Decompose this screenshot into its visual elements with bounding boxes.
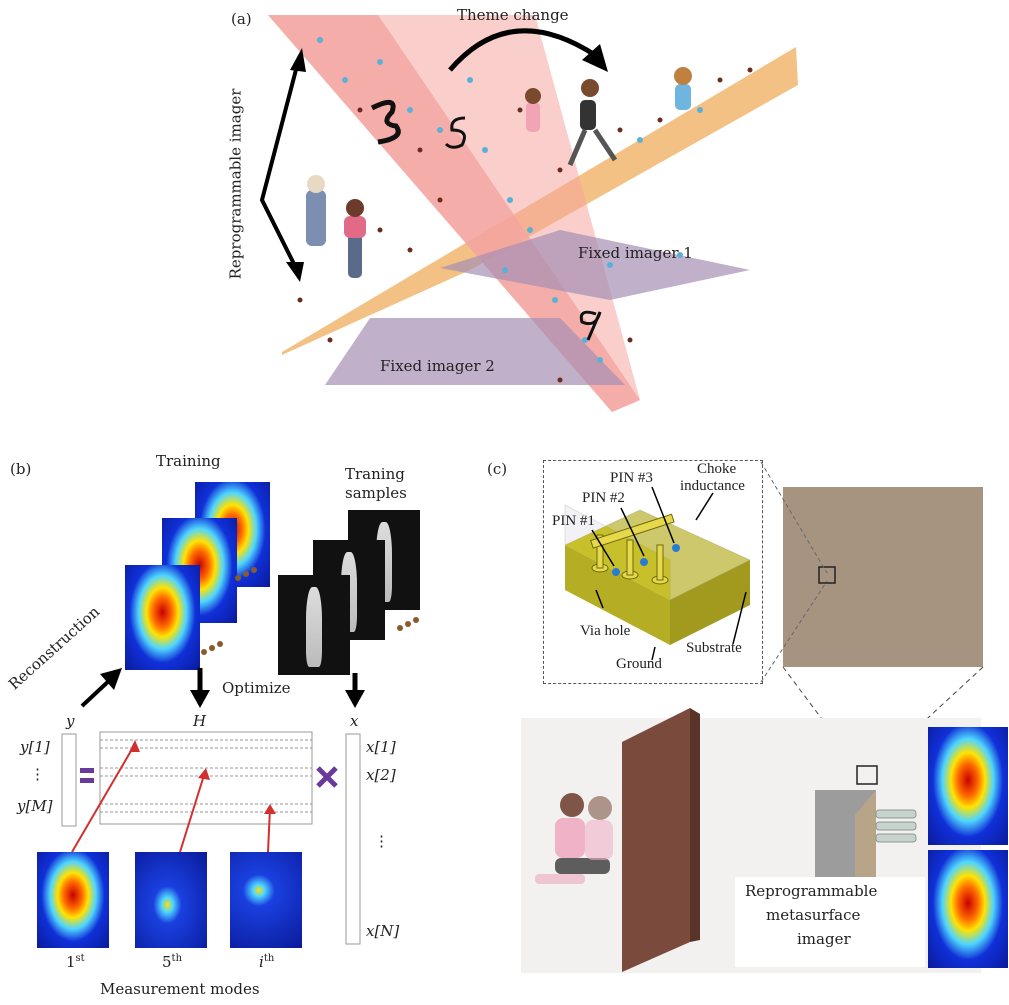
reprog-caption-2: metasurface: [766, 906, 861, 924]
training-sample-1: [278, 575, 350, 675]
training-heatmap-1: [125, 565, 200, 670]
fixed-imager-1-plane: [440, 230, 750, 300]
board-highlight: [818, 566, 836, 584]
y-item-dots: ⋮: [30, 765, 45, 783]
theme-change-arrow: [448, 28, 597, 72]
fixed-imager-2-label: Fixed imager 2: [380, 357, 495, 375]
measurement-mode-5: [135, 852, 207, 948]
pin2-label: PIN #2: [582, 490, 625, 506]
y-item-1: y[1]: [20, 738, 50, 756]
x-vector: [345, 733, 361, 945]
equals-sign-bottom: [80, 778, 94, 783]
measurement-mode-1: [37, 852, 109, 948]
digit-5-stroke: [444, 116, 466, 149]
panel-a-label: (a): [231, 10, 252, 28]
stack-dots: [201, 567, 419, 655]
y-vector: [61, 733, 77, 827]
h-symbol: H: [193, 712, 207, 730]
x-item-n: x[N]: [366, 922, 400, 940]
wall: [622, 708, 690, 972]
substrate-label: Substrate: [686, 640, 742, 656]
digit-3-stroke: [370, 99, 401, 145]
metasurface-board: [783, 487, 983, 667]
choke-label-2: inductance: [680, 478, 745, 494]
y-item-m: y[M]: [17, 797, 53, 815]
fixed-imager-2-plane: [325, 318, 625, 385]
reprogrammable-arrow: [259, 61, 300, 273]
particle-dots: [317, 37, 703, 363]
panel-c-label: (c): [487, 460, 508, 478]
digit-9-stroke: [579, 310, 602, 341]
result-heatmap-2: [928, 850, 1008, 968]
mode-label-1: 1st: [66, 953, 85, 971]
equals-sign-top: [80, 768, 94, 773]
x-arrowhead: [345, 690, 365, 708]
pink-plane-right: [268, 15, 640, 412]
training-label: Training: [156, 452, 221, 470]
x-item-1: x[1]: [366, 738, 396, 756]
measurement-modes-label: Measurement modes: [100, 980, 260, 998]
person-figure: [535, 793, 613, 884]
training-samples-label-2: samples: [345, 484, 407, 502]
imager-block-face: [855, 790, 876, 880]
via-hole-label: Via hole: [580, 623, 631, 639]
unit-cell-front: [565, 545, 670, 645]
x-symbol: x: [350, 712, 359, 730]
result-heatmap-1: [928, 727, 1008, 845]
panel-b-label: (b): [10, 460, 32, 478]
pin1-label: PIN #1: [552, 513, 595, 529]
choke-label-1: Choke: [697, 461, 737, 477]
reprogrammable-arrowhead-bottom: [286, 262, 304, 282]
wall-side: [690, 708, 700, 942]
fixed-imager-1-label: Fixed imager 1: [578, 244, 693, 262]
inset-leaders: [591, 486, 747, 661]
imager-antennas: [875, 809, 917, 843]
pin-diodes: [612, 544, 680, 576]
x-item-dots: ⋮: [374, 832, 389, 850]
mode-label-5: 5th: [162, 953, 183, 971]
reprogrammable-arrowhead-top: [290, 48, 306, 72]
particle-dots-brown: [297, 67, 753, 383]
reprog-caption-box: [735, 877, 925, 967]
theme-change-label: Theme change: [457, 6, 569, 24]
people-figures: [306, 67, 692, 278]
mode-label-i: ith: [259, 953, 275, 971]
pin3-label: PIN #3: [610, 470, 653, 486]
unit-cell-side: [670, 560, 750, 645]
x-item-2: x[2]: [366, 766, 396, 784]
ground-label: Ground: [616, 656, 662, 672]
mode-arrows: [71, 743, 271, 853]
reconstruction-arrowhead: [100, 668, 122, 690]
theme-change-arrowhead: [582, 44, 608, 72]
reprog-caption-3: imager: [797, 930, 851, 948]
imager-highlight: [856, 765, 878, 785]
times-sign: [316, 766, 338, 788]
optimize-label: Optimize: [222, 679, 291, 697]
training-samples-label-1: Traning: [345, 465, 405, 483]
reprog-caption-1: Reprogrammable: [745, 882, 878, 900]
optimize-arrowhead: [190, 690, 210, 708]
measurement-mode-i: [230, 852, 302, 948]
y-symbol: y: [66, 712, 75, 730]
